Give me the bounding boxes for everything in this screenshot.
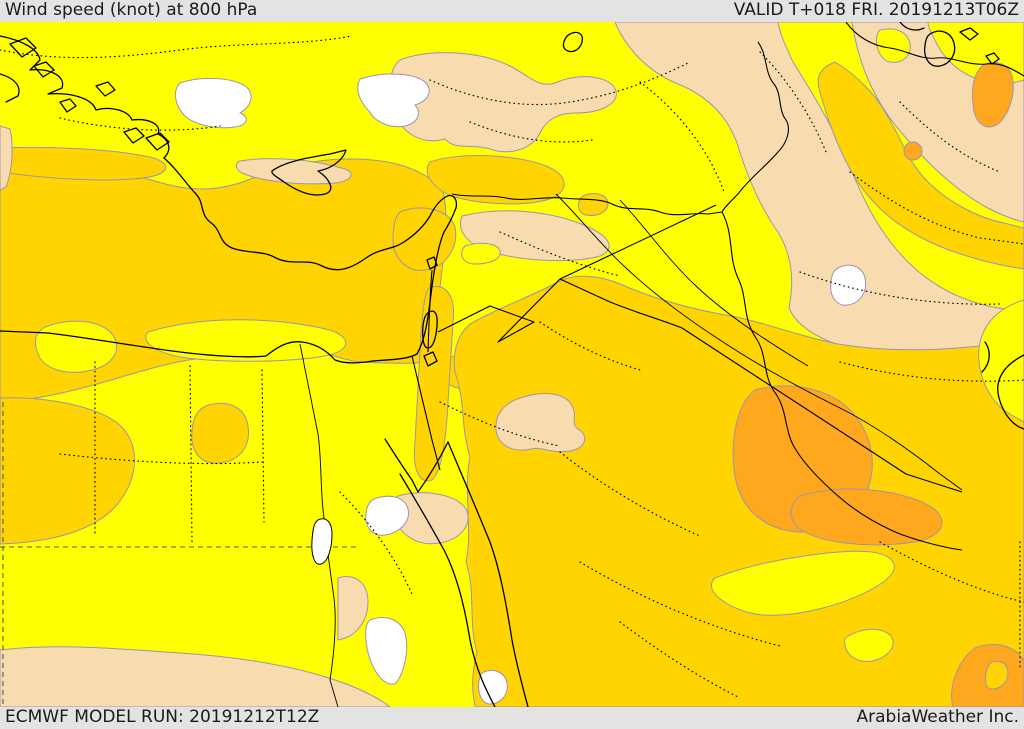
contour-gold-nw-iran	[817, 61, 1024, 270]
contour-gold-levant	[392, 155, 609, 482]
lake-nasser	[311, 518, 333, 565]
contour-tan-regions	[0, 52, 1024, 707]
country-borders	[411, 22, 1024, 551]
contour-white-regions	[174, 73, 867, 705]
footer-bar: ECMWF MODEL RUN: 20191212T12Z ArabiaWeat…	[0, 707, 1024, 729]
provider-label: ArabiaWeather Inc.	[856, 707, 1020, 727]
rivers	[299, 193, 963, 707]
contour-yellow-islands	[461, 242, 1024, 662]
dotted-boundaries	[0, 35, 1024, 699]
dashed-borders	[0, 402, 358, 707]
header-bar: Wind speed (knot) at 800 hPa VALID T+018…	[0, 0, 1024, 22]
model-run-label: ECMWF MODEL RUN: 20191212T12Z	[5, 707, 320, 727]
page-title: Wind speed (knot) at 800 hPa	[5, 0, 258, 20]
valid-time-label: VALID T+018 FRI. 20191213T06Z	[733, 0, 1019, 20]
wind-contour-canvas	[0, 22, 1024, 707]
wind-speed-map	[0, 22, 1024, 707]
